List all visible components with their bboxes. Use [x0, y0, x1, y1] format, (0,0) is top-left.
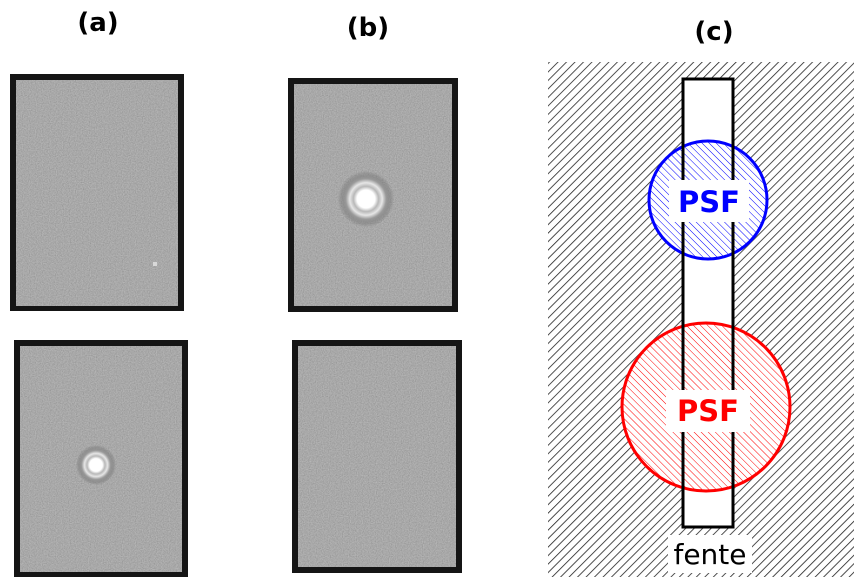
- psf-circle-top-outline: [647, 139, 769, 261]
- panel-b-bottom-image: [292, 340, 462, 573]
- slit-diagram: PSF PSF fente: [548, 62, 854, 577]
- panel-a-bottom-image: [14, 340, 188, 577]
- psf-label-bottom: PSF: [677, 394, 739, 428]
- psf-label-top-box: [669, 180, 749, 222]
- panel-a-label: (a): [77, 8, 118, 38]
- star-spot: [338, 171, 394, 227]
- panel-b-top-image: [288, 78, 458, 312]
- faint-dot: [153, 262, 157, 266]
- star-spot: [76, 445, 116, 485]
- slit-label: fente: [673, 538, 746, 571]
- panel-c-label: (c): [694, 17, 733, 47]
- panel-a-top-image: [10, 74, 184, 311]
- psf-label-bottom-box: [666, 390, 750, 432]
- psf-label-top: PSF: [678, 185, 740, 219]
- psf-circle-bottom-outline: [620, 321, 792, 493]
- panel-b-label: (b): [347, 13, 389, 43]
- slit-label-box: [668, 535, 752, 573]
